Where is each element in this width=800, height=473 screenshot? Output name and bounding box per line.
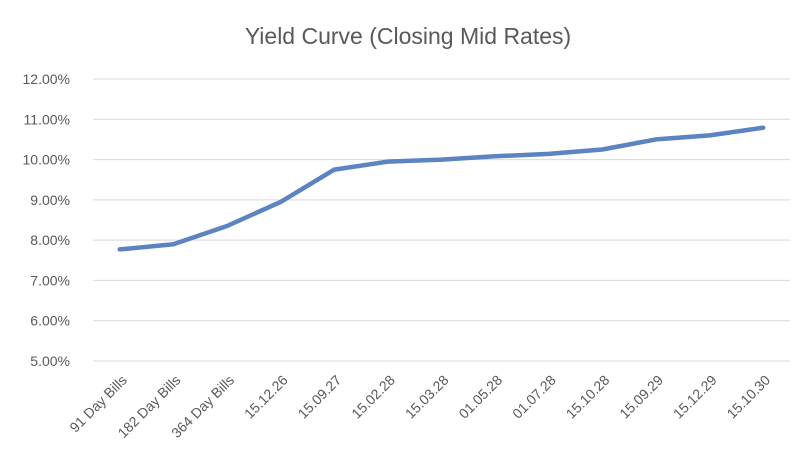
x-tick-label: 15.03.28 [402,372,452,422]
data-point [439,157,444,162]
data-point [332,167,337,172]
y-axis-ticks: 5.00% 6.00% 7.00% 8.00% 9.00% 10.00% 11.00% 12.… [23,71,70,369]
x-tick-label: 15.09.27 [295,372,345,422]
y-tick-label: 12.00% [23,71,70,87]
data-point [171,242,176,247]
x-tick-label: 15.09.29 [616,372,666,422]
y-tick-label: 8.00% [30,232,70,248]
y-tick-label: 9.00% [30,192,70,208]
x-tick-label: 15.10.30 [723,372,773,422]
x-tick-label: 15.10.28 [563,372,613,422]
x-tick-label: 15.12.29 [670,372,720,422]
data-point [761,125,766,130]
x-tick-label: 15.02.28 [348,372,398,422]
x-tick-label: 01.07.28 [509,372,559,422]
data-point [653,137,658,142]
gridlines [93,78,790,362]
series-lines [117,125,766,252]
data-point [225,224,230,229]
data-point [600,147,605,152]
y-tick-label: 11.00% [24,111,70,127]
y-tick-label: 7.00% [30,272,70,288]
series-line [117,125,766,252]
y-tick-label: 10.00% [23,152,70,168]
x-tick-label: 15.12.26 [241,372,291,422]
x-tick-label: 01.05.28 [455,372,505,422]
data-point [707,133,712,138]
chart-title: Yield Curve (Closing Mid Rates) [245,23,571,49]
data-point [493,154,498,159]
data-point [117,247,122,252]
y-tick-label: 6.00% [30,313,70,329]
data-point [385,159,390,164]
y-tick-label: 5.00% [30,353,70,369]
data-point [278,199,283,204]
data-point [546,151,551,156]
